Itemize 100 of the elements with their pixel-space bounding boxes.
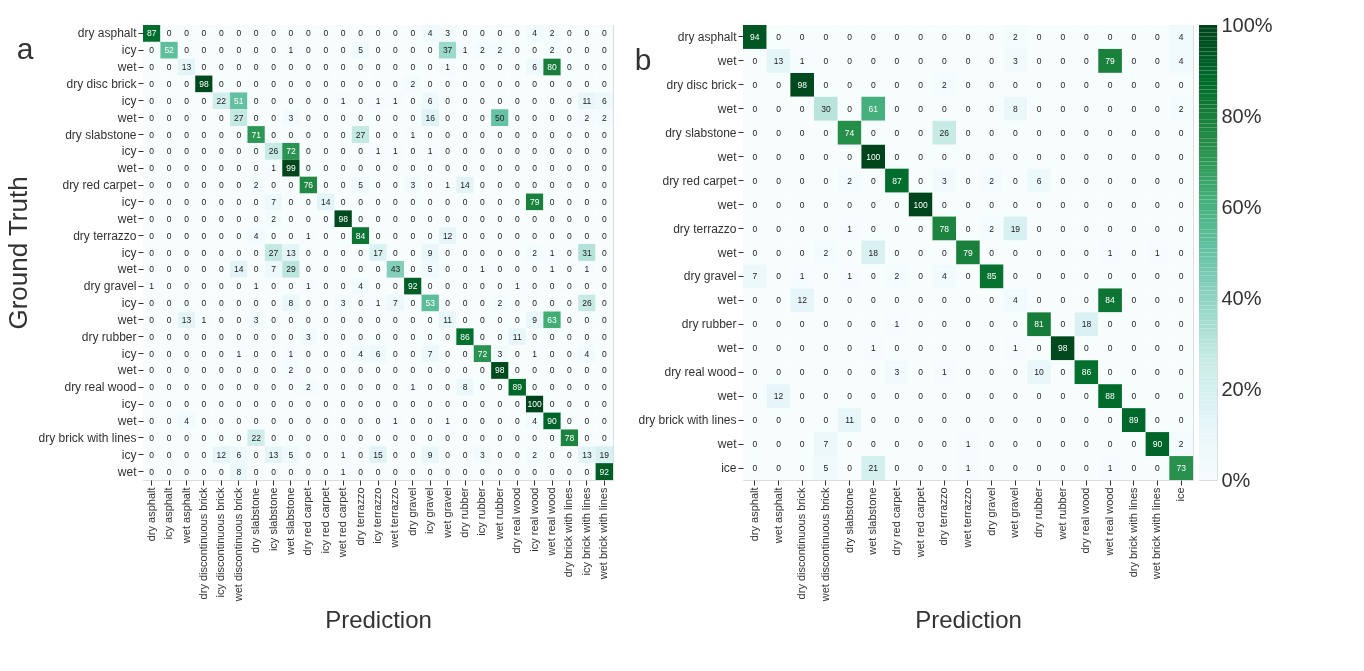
data-label: 0: [567, 62, 573, 73]
x-tick-label: wet gravel: [1008, 487, 1021, 539]
data-label: 0: [166, 264, 172, 275]
y-tick-label: wet: [716, 437, 738, 452]
data-label: 0: [847, 391, 853, 402]
data-label: 0: [567, 78, 573, 89]
y-tick-label: dry red carpet: [662, 173, 738, 188]
data-label: 1: [201, 314, 207, 325]
data-label: 1: [847, 223, 853, 234]
data-label: 0: [1084, 463, 1090, 474]
data-label: 0: [410, 416, 416, 427]
data-label: 0: [236, 432, 242, 443]
data-label: 0: [1036, 343, 1042, 354]
x-tick-label: dry brick with lines: [1126, 487, 1139, 578]
data-label: 18: [868, 247, 879, 258]
data-label: 0: [166, 129, 172, 140]
data-label: 0: [752, 175, 758, 186]
data-label: 0: [427, 331, 433, 342]
x-tick-label: wet real wood: [545, 487, 558, 557]
data-label: 0: [870, 55, 876, 66]
data-label: 0: [358, 314, 364, 325]
data-label: 0: [340, 247, 346, 258]
data-label: 6: [427, 95, 433, 106]
data-label: 0: [375, 314, 381, 325]
data-label: 1: [549, 247, 555, 258]
data-label: 0: [1060, 79, 1066, 90]
y-tick-label: wet: [116, 262, 138, 277]
data-label: 0: [601, 28, 607, 39]
data-label: 0: [799, 343, 805, 354]
data-label: 0: [532, 180, 538, 191]
data-label: 0: [918, 127, 924, 138]
data-label: 0: [847, 367, 853, 378]
y-tick-label: dry rubber: [81, 329, 137, 344]
data-label: 0: [1084, 55, 1090, 66]
data-label: 1: [253, 281, 259, 292]
data-label: 2: [271, 213, 277, 224]
data-label: 0: [288, 95, 294, 106]
data-label: 0: [184, 28, 190, 39]
data-label: 0: [965, 367, 971, 378]
data-label: 0: [776, 367, 782, 378]
data-label: 0: [340, 365, 346, 376]
data-label: 0: [823, 175, 829, 186]
data-label: 0: [497, 180, 503, 191]
data-label: 0: [941, 31, 947, 42]
data-label: 7: [427, 348, 433, 359]
data-label: 0: [532, 146, 538, 157]
data-label: 72: [286, 146, 296, 157]
data-label: 0: [218, 247, 224, 258]
data-label: 0: [149, 196, 155, 207]
data-label: 0: [918, 31, 924, 42]
data-label: 3: [288, 112, 294, 123]
data-label: 0: [375, 196, 381, 207]
y-tick-label: wet: [116, 211, 138, 226]
data-label: 0: [323, 466, 329, 477]
data-label: 0: [306, 416, 311, 427]
data-label: 0: [340, 382, 346, 393]
data-label: 0: [497, 28, 503, 39]
data-label: 0: [584, 213, 590, 224]
data-label: 0: [201, 146, 207, 157]
y-tick-label: wet: [116, 110, 138, 125]
data-label: 0: [1036, 415, 1042, 426]
data-label: 0: [823, 367, 829, 378]
data-label: 0: [480, 196, 486, 207]
data-label: 0: [271, 281, 277, 292]
data-label: 0: [601, 281, 607, 292]
data-label: 0: [375, 416, 381, 427]
data-label: 0: [445, 213, 451, 224]
data-label: 0: [1178, 415, 1184, 426]
data-label: 0: [1155, 175, 1161, 186]
data-label: 100: [866, 151, 881, 162]
data-label: 0: [149, 247, 155, 258]
data-label: 1: [149, 281, 155, 292]
data-label: 0: [166, 112, 172, 123]
data-label: 0: [870, 199, 876, 210]
data-label: 0: [752, 319, 758, 330]
data-label: 0: [184, 247, 190, 258]
data-label: 0: [799, 415, 805, 426]
data-label: 0: [514, 213, 520, 224]
data-label: 0: [306, 247, 311, 258]
data-label: 0: [799, 103, 805, 114]
x-tick-label: ice: [1174, 487, 1187, 502]
data-label: 0: [393, 129, 399, 140]
data-label: 0: [393, 78, 399, 89]
data-label: 0: [776, 79, 782, 90]
data-label: 0: [584, 416, 590, 427]
data-label: 0: [1131, 223, 1137, 234]
data-label: 0: [306, 466, 311, 477]
x-tick-label: wet discontinuous brick: [231, 487, 244, 603]
data-label: 0: [497, 382, 503, 393]
data-label: 0: [462, 247, 468, 258]
data-label: 0: [601, 213, 607, 224]
data-label: 0: [358, 213, 364, 224]
data-label: 0: [358, 62, 364, 73]
data-label: 0: [847, 79, 853, 90]
data-label: 0: [184, 449, 190, 460]
data-label: 0: [497, 449, 503, 460]
data-label: 5: [823, 463, 829, 474]
data-label: 0: [601, 331, 607, 342]
y-tick-label: dry rubber: [681, 317, 737, 332]
data-label: 0: [462, 298, 468, 309]
